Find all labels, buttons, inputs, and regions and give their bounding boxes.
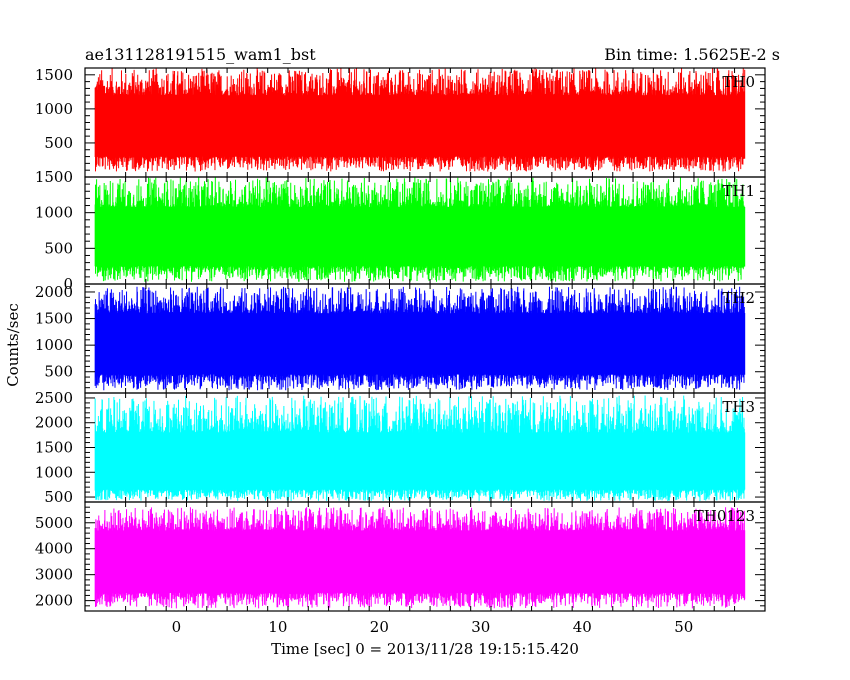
y-axis-label: Counts/sec <box>4 303 22 387</box>
y-tick-label: 2000 <box>35 283 73 301</box>
y-tick-label: 500 <box>44 488 73 506</box>
y-tick-label: 1000 <box>35 463 73 481</box>
y-tick-label: 5000 <box>35 514 73 532</box>
x-axis: 0 10 20 30 40 50 <box>172 618 694 636</box>
series-trace-th3 <box>94 395 746 502</box>
x-tick-label: 50 <box>674 618 693 636</box>
y-tick-label: 1500 <box>35 439 73 457</box>
panel-th0123: 2000 3000 4000 5000 TH0123 <box>35 501 766 612</box>
panel-label-th0123: TH0123 <box>694 507 755 525</box>
y-tick-label: 1500 <box>35 310 73 328</box>
y-tick-label: 500 <box>44 363 73 381</box>
y-tick-label: 1000 <box>35 100 73 118</box>
y-tick-label: 500 <box>44 239 73 257</box>
panel-th0: 500 1000 1500 TH0 <box>35 66 766 178</box>
panel-label-th0: TH0 <box>722 73 755 91</box>
x-tick-label: 30 <box>471 618 490 636</box>
series-trace-th1 <box>94 177 746 282</box>
y-tick-label: 4000 <box>35 540 73 558</box>
y-tick-label: 1500 <box>35 66 73 84</box>
panel-label-th2: TH2 <box>722 289 755 307</box>
series-trace-th0123 <box>94 507 746 609</box>
y-tick-label: 2000 <box>35 414 73 432</box>
series-trace-th0 <box>94 68 746 172</box>
y-tick-label: 1500 <box>35 168 73 186</box>
y-tick-label: 500 <box>44 134 73 152</box>
x-axis-label: Time [sec] 0 = 2013/11/28 19:15:15.420 <box>271 640 579 658</box>
y-tick-label: 2000 <box>35 592 73 610</box>
y-tick-label: 1000 <box>35 336 73 354</box>
panels-group: 500 1000 1500 TH0 0 500 1000 1500 TH1 500 1000 1500… <box>35 66 766 612</box>
y-tick-label: 3000 <box>35 566 73 584</box>
chart-title-right: Bin time: 1.5625E-2 s <box>604 45 780 64</box>
panel-th3: 500 1000 1500 2000 2500 TH3 <box>35 389 766 506</box>
panel-frame <box>84 501 766 612</box>
x-tick-label: 20 <box>370 618 389 636</box>
chart-title-left: ae131128191515_wam1_bst <box>85 45 316 64</box>
y-tick-label: 1000 <box>35 204 73 222</box>
panel-th1: 0 500 1000 1500 TH1 <box>35 168 766 293</box>
panel-label-th3: TH3 <box>722 398 755 416</box>
panel-th2: 500 1000 1500 2000 TH2 <box>35 283 766 394</box>
panel-label-th1: TH1 <box>722 182 755 200</box>
x-tick-label: 10 <box>268 618 287 636</box>
y-tick-label: 0 <box>63 275 73 293</box>
x-tick-label: 40 <box>573 618 592 636</box>
x-tick-label: 0 <box>172 618 182 636</box>
series-trace-th2 <box>94 286 746 391</box>
y-tick-label: 2500 <box>35 389 73 407</box>
